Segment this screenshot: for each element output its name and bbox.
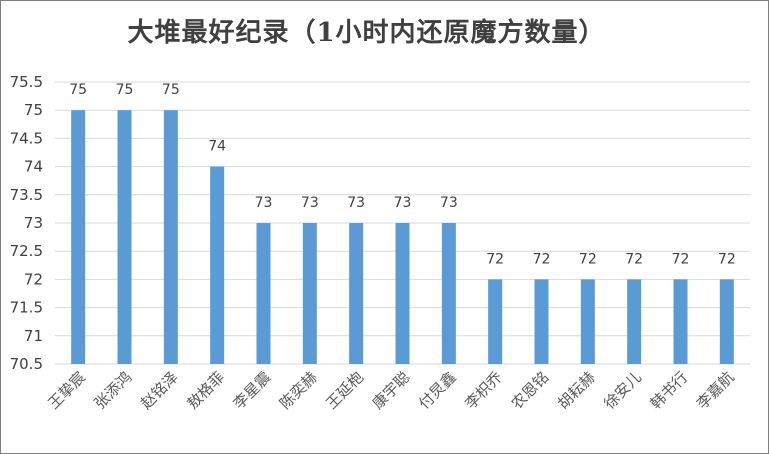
bar [256,223,271,364]
x-category-label: 付炅鑫 [415,368,460,413]
y-tick-label: 73.5 [10,186,43,204]
bar [71,110,86,364]
data-label: 72 [672,251,690,267]
x-category-label: 徐安儿 [600,368,645,413]
data-label: 75 [116,82,134,98]
x-category-label: 陈奕赫 [276,368,321,413]
data-label: 73 [440,195,458,211]
y-tick-label: 71 [24,327,43,345]
x-category-label: 康宇聪 [369,368,414,413]
y-axis: 70.5 71 71.5 72 72.5 73 73.5 74 74.5 75 75.5 [10,73,43,373]
y-tick-label: 73 [24,214,43,232]
data-label: 72 [533,251,551,267]
bar [441,223,456,364]
x-category-label: 农恩铭 [508,368,553,413]
bar [163,110,178,364]
data-label: 72 [579,251,597,267]
bar [627,279,642,364]
bar [302,223,317,364]
chart-title: 大堆最好纪录（1小时内还原魔方数量） [127,18,606,48]
y-tick-label: 75 [24,101,43,119]
data-label: 75 [69,82,87,98]
x-category-label: 李枳乔 [461,368,506,413]
x-category-label: 韩书行 [647,368,692,413]
bar [719,279,734,364]
x-category-label: 胡耘赫 [554,368,599,413]
bar [580,279,595,364]
data-label: 72 [625,251,643,267]
data-label: 73 [255,195,273,211]
y-tick-label: 72.5 [10,242,43,260]
x-category-label: 王挚宸 [44,368,89,413]
bar [395,223,410,364]
y-tick-label: 74 [24,158,43,176]
data-label: 73 [301,195,319,211]
y-tick-label: 74.5 [10,129,43,147]
data-label: 72 [718,251,736,267]
y-tick-label: 72 [24,270,43,288]
data-labels: 75 75 75 74 73 73 73 73 73 72 72 72 72 72 72 [69,82,735,267]
bar [534,279,549,364]
y-tick-label: 71.5 [10,299,43,317]
bar [673,279,688,364]
x-category-label: 王延枹 [322,368,367,413]
data-label: 75 [162,82,180,98]
data-label: 73 [394,195,412,211]
bar [349,223,364,364]
x-category-label: 李星震 [230,368,275,413]
y-tick-label: 75.5 [10,73,43,91]
x-category-label: 敖格菲 [183,368,228,413]
data-label: 72 [486,251,504,267]
data-label: 73 [347,195,365,211]
x-axis: 王挚宸 张添鸿 赵铭泽 敖格菲 李星震 陈奕赫 王延枹 康宇聪 付炅鑫 李枳乔 农恩铭 胡耘赫 徐安儿韩… [44,368,737,413]
x-category-label: 张添鸿 [91,368,136,413]
y-tick-label: 70.5 [10,355,43,373]
x-category-label: 李嘉航 [693,368,738,413]
bars [71,110,734,364]
data-label: 74 [208,139,226,155]
x-category-label: 赵铭泽 [137,368,182,413]
bar [488,279,503,364]
bar [117,110,132,364]
bar [210,166,225,364]
